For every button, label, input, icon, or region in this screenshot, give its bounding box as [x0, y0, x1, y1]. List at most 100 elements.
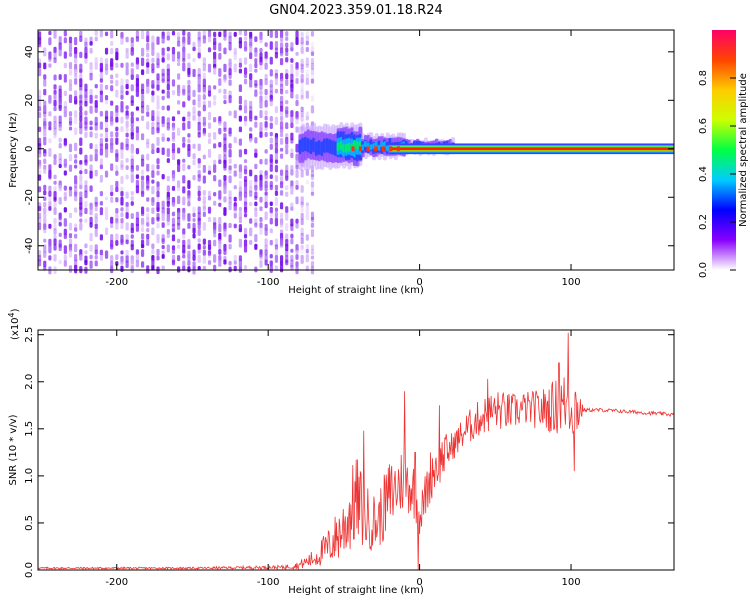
spectrogram-cell [295, 164, 299, 170]
spectrogram-cell [254, 243, 258, 250]
spectrogram-cell [125, 51, 129, 59]
spectrogram-cell [89, 254, 93, 260]
spectrogram-cell [197, 158, 201, 164]
spectrogram-cell [104, 95, 109, 101]
spectrogram-cell [207, 254, 212, 259]
spectrogram-cell [68, 190, 73, 197]
spectrogram-cell [171, 211, 176, 217]
spectrogram-cell [104, 84, 109, 90]
spectrogram-cell [146, 62, 150, 68]
spectrogram-cell [166, 244, 170, 253]
spectrogram-cell [151, 143, 155, 150]
spectrogram-cell [104, 148, 109, 158]
spectrogram-cell [94, 62, 98, 70]
spectrogram-cell [300, 232, 304, 240]
spectrogram-cell [259, 186, 263, 191]
spectrogram-cell [310, 68, 315, 76]
spectrogram-cell [295, 261, 299, 267]
spectrogram-cell [300, 58, 304, 68]
spectrogram-cell [58, 152, 62, 160]
spectrogram-ytick-label: 0 [24, 146, 35, 152]
spectrogram-cell [68, 186, 73, 191]
spectrogram-cell [110, 121, 114, 127]
spectrogram-cell [53, 94, 57, 100]
spectrogram-cell [243, 265, 248, 270]
spectrogram-cell [310, 57, 315, 64]
spectrogram-cell [259, 85, 263, 90]
spectrogram-cell [79, 116, 83, 122]
spectrogram-cell [274, 88, 279, 94]
spectrogram-cell [110, 74, 114, 80]
spectrogram-cell [264, 57, 268, 63]
spectrogram-cell [279, 264, 284, 273]
spectrogram-cell [274, 52, 279, 59]
spectrogram-cell [305, 180, 309, 185]
spectrogram-cell [218, 88, 222, 94]
spectrogram-cell [259, 206, 263, 212]
spectrogram-cell [285, 259, 289, 266]
spectrogram-cell [264, 131, 268, 138]
spectrogram-cell [156, 207, 160, 212]
spectrogram-cell [79, 170, 83, 175]
spectrogram-cell [79, 184, 83, 190]
spectrogram-cell [48, 126, 52, 131]
spectrogram-cell [146, 67, 150, 75]
spectrogram-cell [279, 115, 284, 122]
spectrogram-cell [207, 111, 212, 121]
spectrogram-cell [305, 243, 309, 250]
spectrogram-cell [177, 89, 181, 97]
spectrogram-cell [38, 186, 42, 193]
spectrogram-cell [213, 117, 217, 123]
spectrogram-cell [68, 121, 73, 126]
spectrogram-cell [295, 254, 299, 260]
spectrogram-cell [310, 78, 315, 84]
spectrogram-cell [84, 100, 88, 107]
spectrogram-cell [79, 35, 83, 43]
spectrogram-cell [182, 158, 186, 163]
spectrogram-cell [202, 84, 206, 93]
spectrogram-cell [171, 30, 176, 36]
spectrogram-cell [300, 63, 304, 70]
spectrogram-cell [264, 73, 268, 80]
spectrogram-cell [300, 227, 304, 236]
spectrogram-cell [115, 261, 119, 266]
spectrogram-cell [182, 122, 186, 131]
spectrogram-cell [99, 94, 103, 103]
spectrogram-signal-dot [351, 146, 355, 152]
spectrogram-cell [264, 191, 268, 196]
spectrogram-cell [84, 250, 88, 255]
spectrogram-cell [192, 68, 196, 78]
spectrogram-cell [310, 186, 315, 195]
spectrogram-cell [213, 159, 217, 165]
spectrogram-cell [79, 85, 83, 92]
spectrogram-cell [187, 138, 191, 144]
spectrogram-cell [290, 238, 294, 245]
spectrogram-cell [285, 206, 289, 214]
spectrogram-cell [254, 62, 258, 69]
spectrogram-cell [79, 147, 83, 155]
spectrogram-cell [182, 30, 186, 36]
spectrogram-cell [295, 94, 299, 100]
spectrogram-cell [130, 51, 134, 56]
spectrogram-cell [290, 90, 294, 99]
spectrogram-cell [177, 222, 181, 230]
spectrogram-cell [130, 168, 134, 177]
spectrogram-cell [202, 249, 206, 256]
spectrogram-cell [218, 196, 222, 201]
spectrogram-cell [140, 261, 145, 268]
spectrogram-cell [279, 52, 284, 58]
spectrogram-cell [84, 53, 88, 59]
spectrogram-cell [43, 100, 47, 107]
spectrogram-cell [300, 41, 304, 48]
spectrogram-cell [182, 212, 186, 220]
spectrogram-cell [192, 106, 196, 114]
spectrogram-cell [274, 164, 279, 173]
spectrogram-cell [63, 196, 67, 202]
spectrogram-cell [74, 57, 78, 64]
spectrogram-cell [125, 83, 129, 90]
spectrogram-cell [295, 153, 299, 161]
spectrogram-cell [84, 94, 88, 103]
spectrogram-cell [290, 218, 294, 227]
spectrogram-cell [182, 239, 186, 247]
spectrogram-cell [53, 217, 57, 224]
